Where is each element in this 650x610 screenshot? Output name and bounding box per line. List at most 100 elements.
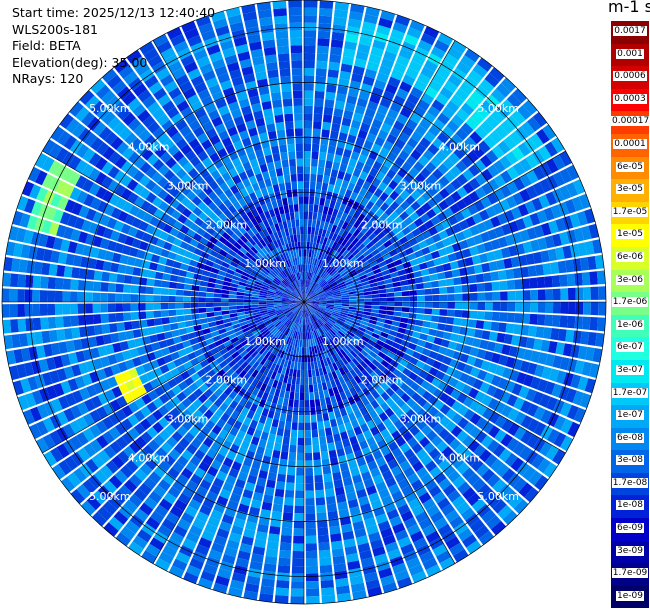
radar-gate-cell: [221, 310, 230, 315]
radar-gate-cell: [340, 326, 349, 333]
radar-gate-cell: [271, 249, 278, 258]
range-ring-label: 1.00km: [322, 335, 364, 348]
radar-gate-cell: [352, 65, 365, 76]
radar-gate-cell: [237, 51, 251, 62]
radar-gate-cell: [500, 170, 513, 184]
radar-gate-cell: [197, 201, 208, 212]
radar-gate-cell: [176, 391, 187, 402]
radar-gate-cell: [316, 289, 324, 295]
radar-gate-cell: [58, 395, 70, 410]
radar-gate-cell: [310, 304, 319, 309]
radar-gate-cell: [366, 61, 380, 72]
radar-gate-cell: [506, 312, 516, 323]
radar-gate-cell: [176, 100, 190, 113]
radar-gate-cell: [319, 0, 334, 9]
radar-gate-cell: [328, 279, 336, 286]
radar-gate-cell: [339, 462, 349, 472]
radar-gate-cell: [474, 200, 485, 212]
radar-gate-cell: [454, 285, 463, 293]
radar-gate-cell: [345, 333, 353, 340]
radar-gate-cell: [375, 198, 385, 208]
radar-gate-cell: [246, 229, 255, 238]
radar-gate-cell: [515, 218, 527, 231]
radar-gate-cell: [243, 296, 252, 300]
radar-gate-cell: [187, 332, 197, 340]
radar-gate-cell: [310, 166, 318, 175]
radar-gate-cell: [391, 341, 401, 350]
radar-gate-cell: [569, 243, 580, 258]
radar-gate-cell: [460, 207, 472, 219]
radar-gate-cell: [264, 385, 272, 394]
radar-gate-cell: [380, 331, 389, 339]
radar-gate-cell: [71, 327, 81, 339]
radar-gate-cell: [302, 271, 304, 280]
radar-gate-cell: [596, 270, 606, 285]
radar-gate-cell: [24, 303, 33, 317]
radar-gate-cell: [210, 459, 222, 471]
radar-gate-cell: [311, 300, 320, 302]
radar-gate-cell: [89, 246, 100, 259]
radar-gate-cell: [411, 243, 421, 253]
radar-gate-cell: [308, 316, 311, 324]
radar-gate-cell: [304, 302, 312, 305]
radar-gate-cell: [213, 18, 228, 30]
radar-gate-cell: [285, 336, 291, 345]
radar-gate-cell: [438, 230, 449, 240]
radar-gate-cell: [368, 232, 377, 241]
radar-gate-cell: [302, 302, 304, 310]
radar-gate-cell: [526, 434, 540, 449]
range-ring-label: 5.00km: [477, 490, 519, 503]
radar-gate-cell: [298, 316, 301, 325]
radar-gate-cell: [385, 43, 400, 55]
radar-gate-cell: [114, 352, 125, 363]
radar-gate-cell: [293, 290, 300, 297]
radar-gate-cell: [318, 306, 326, 310]
radar-gate-cell: [312, 313, 319, 321]
radar-gate-cell: [237, 284, 246, 290]
radar-gate-cell: [362, 21, 377, 32]
radar-gate-cell: [304, 158, 311, 167]
radar-gate-cell: [526, 227, 537, 240]
radar-gate-cell: [168, 309, 177, 317]
radar-gate-cell: [463, 408, 475, 421]
radar-gate-cell: [340, 212, 348, 221]
azimuth-spoke: [303, 150, 566, 303]
radar-gate-cell: [307, 331, 310, 340]
radar-gate-cell: [201, 530, 215, 542]
radar-gate-cell: [315, 275, 321, 283]
radar-gate-cell: [127, 339, 137, 349]
radar-gate-cell: [305, 550, 318, 559]
radar-gate-cell: [262, 147, 272, 157]
radar-gate-cell: [512, 162, 526, 176]
radar-gate-cell: [252, 286, 261, 291]
radar-gate-cell: [238, 197, 247, 208]
radar-gate-cell: [294, 272, 298, 281]
radar-gate-cell: [408, 284, 417, 291]
radar-gate-cell: [450, 133, 463, 147]
radar-gate-cell: [517, 104, 532, 120]
radar-gate-cell: [522, 241, 533, 254]
radar-gate-cell: [65, 340, 76, 353]
radar-gate-cell: [257, 156, 266, 166]
radar-gate-cell: [219, 464, 231, 475]
radar-gate-cell: [316, 320, 322, 328]
radar-gate-cell: [448, 152, 461, 165]
radar-gate-cell: [345, 165, 355, 175]
radar-gate-cell: [537, 458, 551, 474]
radar-gate-cell: [386, 302, 395, 307]
radar-gate-cell: [454, 309, 463, 318]
radar-gate-cell: [445, 366, 456, 377]
radar-gate-cell: [555, 370, 567, 385]
radar-gate-cell: [305, 309, 308, 317]
radar-gate-cell: [358, 90, 371, 101]
radar-gate-cell: [552, 302, 561, 314]
radar-gate-cell: [416, 307, 425, 314]
radar-gate-cell: [365, 579, 381, 590]
radar-gate-cell: [53, 355, 64, 369]
radar-gate-cell: [273, 248, 280, 257]
radar-gate-cell: [446, 120, 460, 133]
radar-gate-cell: [289, 211, 295, 220]
radar-gate-cell: [168, 316, 178, 324]
radar-gate-cell: [373, 79, 387, 90]
radar-gate-cell: [125, 459, 139, 473]
